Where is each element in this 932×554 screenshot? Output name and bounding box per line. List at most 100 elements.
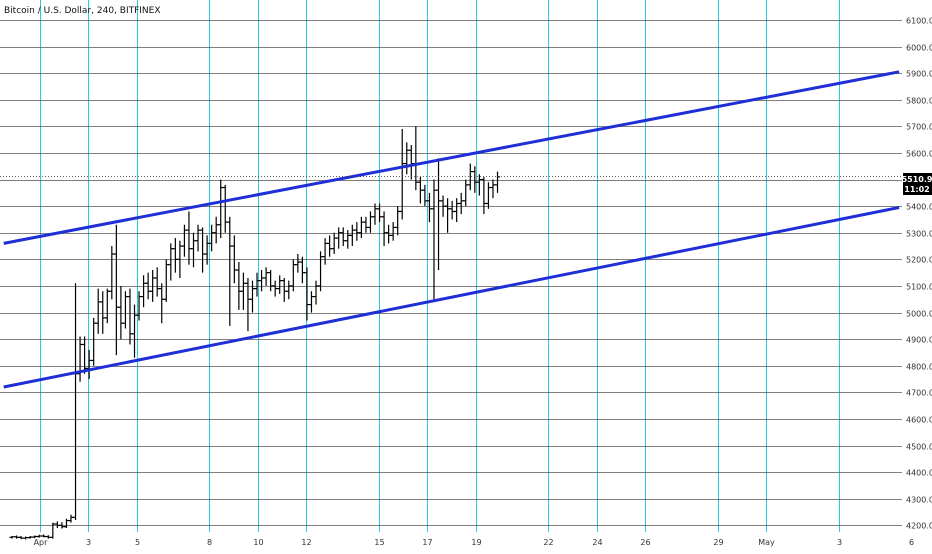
lower-channel-trendline[interactable] (3, 206, 900, 389)
ohlc-bar[interactable] (14, 535, 20, 539)
ohlc-bar[interactable] (277, 275, 283, 294)
ohlc-bar[interactable] (395, 206, 401, 236)
ohlc-bar[interactable] (127, 288, 133, 345)
ohlc-bar[interactable] (186, 211, 192, 265)
ohlc-bar[interactable] (463, 179, 469, 207)
ohlc-bar[interactable] (77, 336, 83, 382)
ohlc-bar[interactable] (86, 349, 92, 380)
ohlc-bar[interactable] (449, 200, 455, 220)
ohlc-bar[interactable] (154, 267, 160, 297)
ohlc-bar[interactable] (218, 179, 224, 239)
ohlc-bar[interactable] (63, 518, 69, 529)
ohlc-bar[interactable] (141, 275, 147, 308)
time-axis[interactable]: Apr 3 5 8 10 12 15 17 19 22 24 26 29 May 3 6 (34, 538, 914, 547)
ohlc-bar[interactable] (404, 142, 410, 175)
ohlc-bar[interactable] (200, 227, 206, 273)
x-tick-label: 8 (207, 538, 212, 547)
ohlc-bar[interactable] (358, 216, 364, 239)
ohlc-bar[interactable] (109, 246, 115, 300)
ohlc-bar[interactable] (27, 535, 33, 539)
ohlc-bar[interactable] (222, 184, 228, 233)
ohlc-bar[interactable] (104, 288, 110, 324)
ohlc-bar[interactable] (181, 224, 187, 257)
ohlc-bar[interactable] (132, 304, 138, 358)
ohlc-bar[interactable] (191, 232, 196, 268)
ohlc-bar[interactable] (381, 211, 387, 247)
ohlc-bar[interactable] (41, 534, 47, 538)
ohlc-bar[interactable] (349, 224, 355, 247)
ohlc-bar[interactable] (308, 291, 314, 313)
ohlc-bar[interactable] (263, 267, 269, 286)
ohlc-bar[interactable] (431, 179, 437, 300)
ohlc-bar[interactable] (408, 144, 414, 180)
ohlc-bar[interactable] (113, 224, 119, 356)
ohlc-bar[interactable] (259, 269, 265, 292)
ohlc-bar[interactable] (340, 227, 346, 247)
ohlc-bar[interactable] (213, 216, 219, 244)
ohlc-bar[interactable] (236, 262, 242, 310)
ohlc-bar[interactable] (490, 179, 496, 199)
ohlc-bar[interactable] (145, 272, 151, 300)
ohlc-bar[interactable] (122, 291, 128, 329)
ohlc-bar[interactable] (23, 536, 29, 540)
ohlc-bar[interactable] (281, 277, 287, 302)
ohlc-bar[interactable] (445, 198, 451, 233)
ohlc-bar[interactable] (150, 269, 156, 302)
ohlc-bar[interactable] (245, 277, 251, 332)
ohlc-bar[interactable] (159, 283, 165, 324)
ohlc-bar[interactable] (73, 283, 79, 521)
ohlc-bar[interactable] (436, 158, 442, 270)
ohlc-bar[interactable] (9, 535, 15, 539)
ohlc-bar[interactable] (100, 291, 106, 334)
ohlc-bar[interactable] (336, 227, 342, 249)
price-axis[interactable]: 6100.06000.05900.05800.05700.05600.05500… (906, 17, 932, 531)
ohlc-bar[interactable] (204, 235, 210, 265)
ohlc-bar[interactable] (495, 171, 501, 193)
ohlc-bar[interactable] (118, 285, 124, 340)
trendlines[interactable] (3, 70, 900, 389)
ohlc-bar[interactable] (485, 182, 491, 209)
vertical-gridlines (40, 0, 840, 532)
ohlc-bar[interactable] (168, 243, 174, 281)
ohlc-bar[interactable] (390, 222, 396, 241)
ohlc-bar[interactable] (18, 535, 24, 540)
ohlc-bar[interactable] (422, 184, 428, 207)
ohlc-bar[interactable] (458, 192, 464, 215)
ohlc-bar[interactable] (322, 238, 328, 265)
ohlc-bar[interactable] (295, 254, 301, 273)
ohlc-bars[interactable] (9, 126, 501, 540)
ohlc-bar[interactable] (163, 259, 169, 302)
ohlc-bar[interactable] (249, 280, 255, 313)
ohlc-bar[interactable] (82, 336, 88, 374)
ohlc-bar[interactable] (399, 129, 405, 220)
ohlc-bar[interactable] (54, 521, 60, 529)
ohlc-bar[interactable] (354, 222, 360, 241)
ohlc-bar[interactable] (331, 232, 337, 255)
ohlc-bar[interactable] (286, 280, 292, 300)
ohlc-bar[interactable] (195, 224, 201, 252)
ohlc-bar[interactable] (68, 514, 74, 523)
ohlc-bar[interactable] (172, 238, 178, 273)
ohlc-bar[interactable] (386, 224, 392, 244)
ohlc-bar[interactable] (327, 235, 333, 257)
ohlc-bar[interactable] (476, 174, 482, 196)
ohlc-bar[interactable] (95, 288, 101, 334)
ohlc-bar[interactable] (299, 256, 305, 284)
ohlc-bar[interactable] (363, 216, 369, 233)
ohlc-bar[interactable] (313, 280, 319, 305)
ohlc-bar[interactable] (240, 272, 246, 310)
ohlc-bar[interactable] (272, 280, 278, 297)
ohlc-bar[interactable] (318, 251, 324, 292)
ohlc-bar[interactable] (345, 230, 351, 249)
ohlc-bar[interactable] (481, 176, 487, 215)
ohlc-bar[interactable] (454, 198, 460, 223)
ohlc-bar[interactable] (50, 522, 56, 539)
y-tick-label: 6100.0 (906, 17, 932, 26)
ohlc-bar[interactable] (91, 317, 97, 366)
ohlc-bar[interactable] (268, 269, 274, 292)
ohlc-bar[interactable] (367, 211, 373, 233)
upper-channel-trendline[interactable] (3, 70, 900, 245)
ohlc-bar[interactable] (304, 267, 310, 321)
